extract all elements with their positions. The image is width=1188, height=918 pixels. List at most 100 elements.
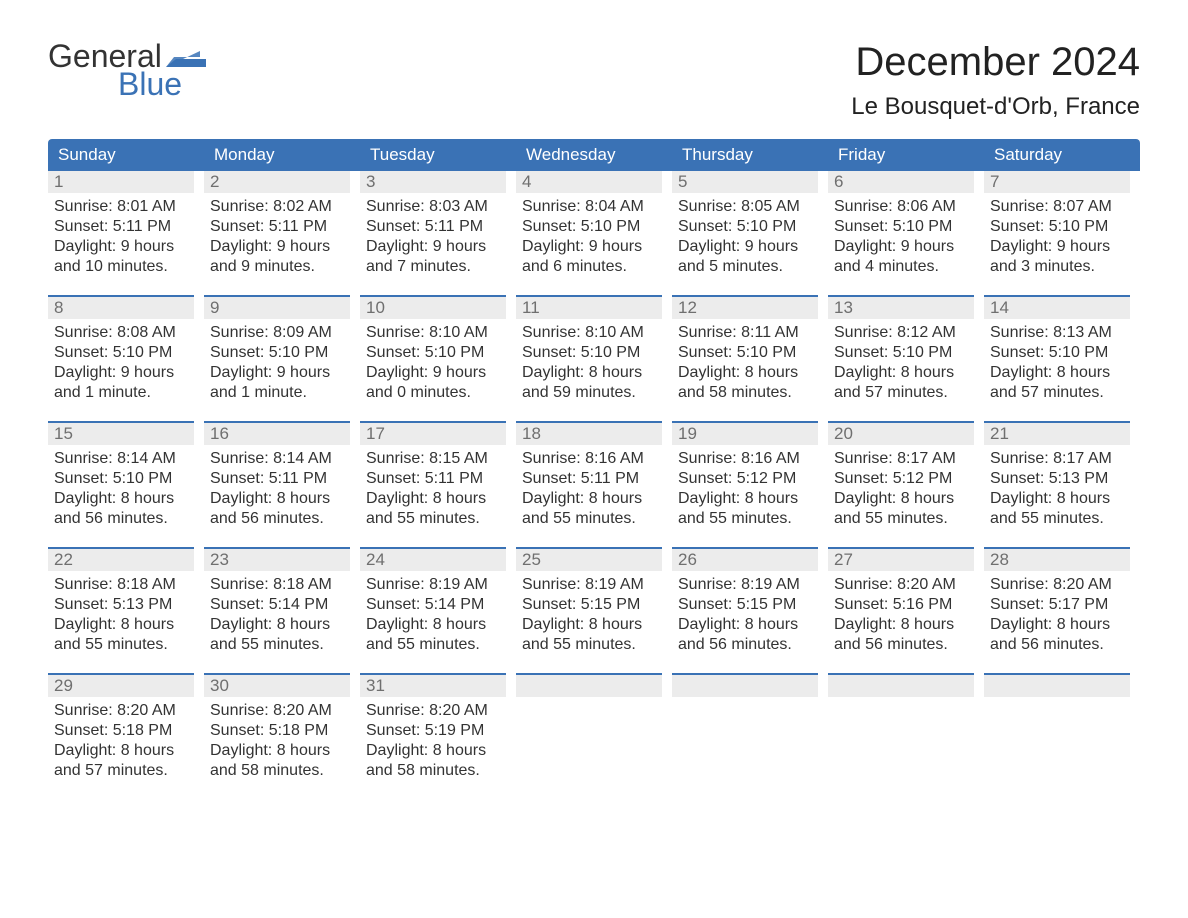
daylight-line2: and 57 minutes. [834,383,968,403]
day-cell: 3Sunrise: 8:03 AMSunset: 5:11 PMDaylight… [360,171,516,277]
day-cell: 25Sunrise: 8:19 AMSunset: 5:15 PMDayligh… [516,547,672,655]
day-number: 11 [516,295,662,319]
sunset-line: Sunset: 5:17 PM [990,595,1124,615]
sunrise-line: Sunrise: 8:19 AM [522,575,656,595]
day-cell: 16Sunrise: 8:14 AMSunset: 5:11 PMDayligh… [204,421,360,529]
week-row: 29Sunrise: 8:20 AMSunset: 5:18 PMDayligh… [48,673,1140,781]
day-cell: 4Sunrise: 8:04 AMSunset: 5:10 PMDaylight… [516,171,672,277]
sunrise-line: Sunrise: 8:09 AM [210,323,344,343]
daylight-line2: and 56 minutes. [834,635,968,655]
empty-day-bar [828,673,974,697]
daylight-line2: and 55 minutes. [834,509,968,529]
sunrise-line: Sunrise: 8:17 AM [990,449,1124,469]
day-cell: 18Sunrise: 8:16 AMSunset: 5:11 PMDayligh… [516,421,672,529]
day-content: Sunrise: 8:09 AMSunset: 5:10 PMDaylight:… [204,319,350,403]
daylight-line1: Daylight: 8 hours [366,489,500,509]
day-content: Sunrise: 8:15 AMSunset: 5:11 PMDaylight:… [360,445,506,529]
sunset-line: Sunset: 5:10 PM [990,217,1124,237]
daylight-line2: and 9 minutes. [210,257,344,277]
week-row: 22Sunrise: 8:18 AMSunset: 5:13 PMDayligh… [48,547,1140,655]
weekday-header-cell: Friday [828,139,984,171]
flag-icon [166,45,206,67]
sunset-line: Sunset: 5:13 PM [54,595,188,615]
day-content: Sunrise: 8:20 AMSunset: 5:19 PMDaylight:… [360,697,506,781]
sunrise-line: Sunrise: 8:11 AM [678,323,812,343]
sunrise-line: Sunrise: 8:10 AM [366,323,500,343]
day-number: 20 [828,421,974,445]
daylight-line1: Daylight: 8 hours [990,489,1124,509]
sunrise-line: Sunrise: 8:05 AM [678,197,812,217]
week-row: 1Sunrise: 8:01 AMSunset: 5:11 PMDaylight… [48,171,1140,277]
sunrise-line: Sunrise: 8:01 AM [54,197,188,217]
sunrise-line: Sunrise: 8:19 AM [366,575,500,595]
daylight-line2: and 58 minutes. [366,761,500,781]
daylight-line1: Daylight: 8 hours [366,741,500,761]
sunset-line: Sunset: 5:11 PM [54,217,188,237]
daylight-line1: Daylight: 9 hours [54,237,188,257]
sunset-line: Sunset: 5:18 PM [210,721,344,741]
day-number: 25 [516,547,662,571]
sunrise-line: Sunrise: 8:07 AM [990,197,1124,217]
daylight-line1: Daylight: 8 hours [366,615,500,635]
day-content: Sunrise: 8:10 AMSunset: 5:10 PMDaylight:… [516,319,662,403]
empty-day-bar [516,673,662,697]
day-cell: 22Sunrise: 8:18 AMSunset: 5:13 PMDayligh… [48,547,204,655]
daylight-line2: and 55 minutes. [366,509,500,529]
day-cell: 14Sunrise: 8:13 AMSunset: 5:10 PMDayligh… [984,295,1140,403]
day-number: 31 [360,673,506,697]
daylight-line1: Daylight: 8 hours [54,615,188,635]
day-content: Sunrise: 8:08 AMSunset: 5:10 PMDaylight:… [48,319,194,403]
sunset-line: Sunset: 5:11 PM [522,469,656,489]
sunrise-line: Sunrise: 8:20 AM [54,701,188,721]
daylight-line2: and 4 minutes. [834,257,968,277]
day-content: Sunrise: 8:20 AMSunset: 5:18 PMDaylight:… [204,697,350,781]
daylight-line2: and 6 minutes. [522,257,656,277]
daylight-line2: and 55 minutes. [522,509,656,529]
daylight-line2: and 55 minutes. [678,509,812,529]
day-number: 2 [204,171,350,193]
daylight-line2: and 59 minutes. [522,383,656,403]
day-content: Sunrise: 8:19 AMSunset: 5:15 PMDaylight:… [516,571,662,655]
day-content: Sunrise: 8:10 AMSunset: 5:10 PMDaylight:… [360,319,506,403]
day-cell: 26Sunrise: 8:19 AMSunset: 5:15 PMDayligh… [672,547,828,655]
brand-word2: Blue [118,68,206,100]
daylight-line1: Daylight: 9 hours [678,237,812,257]
day-content: Sunrise: 8:18 AMSunset: 5:14 PMDaylight:… [204,571,350,655]
daylight-line2: and 55 minutes. [210,635,344,655]
day-content: Sunrise: 8:17 AMSunset: 5:13 PMDaylight:… [984,445,1130,529]
day-content: Sunrise: 8:06 AMSunset: 5:10 PMDaylight:… [828,193,974,277]
day-number: 5 [672,171,818,193]
day-content: Sunrise: 8:16 AMSunset: 5:12 PMDaylight:… [672,445,818,529]
day-content: Sunrise: 8:01 AMSunset: 5:11 PMDaylight:… [48,193,194,277]
day-number: 8 [48,295,194,319]
day-content: Sunrise: 8:11 AMSunset: 5:10 PMDaylight:… [672,319,818,403]
daylight-line2: and 56 minutes. [54,509,188,529]
daylight-line2: and 7 minutes. [366,257,500,277]
daylight-line1: Daylight: 8 hours [210,615,344,635]
sunrise-line: Sunrise: 8:10 AM [522,323,656,343]
daylight-line1: Daylight: 8 hours [990,363,1124,383]
sunset-line: Sunset: 5:12 PM [678,469,812,489]
day-cell [672,673,828,781]
day-number: 17 [360,421,506,445]
sunset-line: Sunset: 5:18 PM [54,721,188,741]
day-cell: 21Sunrise: 8:17 AMSunset: 5:13 PMDayligh… [984,421,1140,529]
sunset-line: Sunset: 5:10 PM [522,343,656,363]
daylight-line1: Daylight: 8 hours [522,489,656,509]
sunrise-line: Sunrise: 8:14 AM [210,449,344,469]
day-number: 4 [516,171,662,193]
sunrise-line: Sunrise: 8:04 AM [522,197,656,217]
daylight-line2: and 55 minutes. [522,635,656,655]
daylight-line2: and 10 minutes. [54,257,188,277]
sunrise-line: Sunrise: 8:15 AM [366,449,500,469]
day-cell: 10Sunrise: 8:10 AMSunset: 5:10 PMDayligh… [360,295,516,403]
day-number: 19 [672,421,818,445]
daylight-line2: and 0 minutes. [366,383,500,403]
daylight-line2: and 57 minutes. [54,761,188,781]
day-cell [516,673,672,781]
sunset-line: Sunset: 5:14 PM [210,595,344,615]
sunrise-line: Sunrise: 8:03 AM [366,197,500,217]
sunrise-line: Sunrise: 8:19 AM [678,575,812,595]
daylight-line1: Daylight: 8 hours [522,363,656,383]
sunrise-line: Sunrise: 8:13 AM [990,323,1124,343]
